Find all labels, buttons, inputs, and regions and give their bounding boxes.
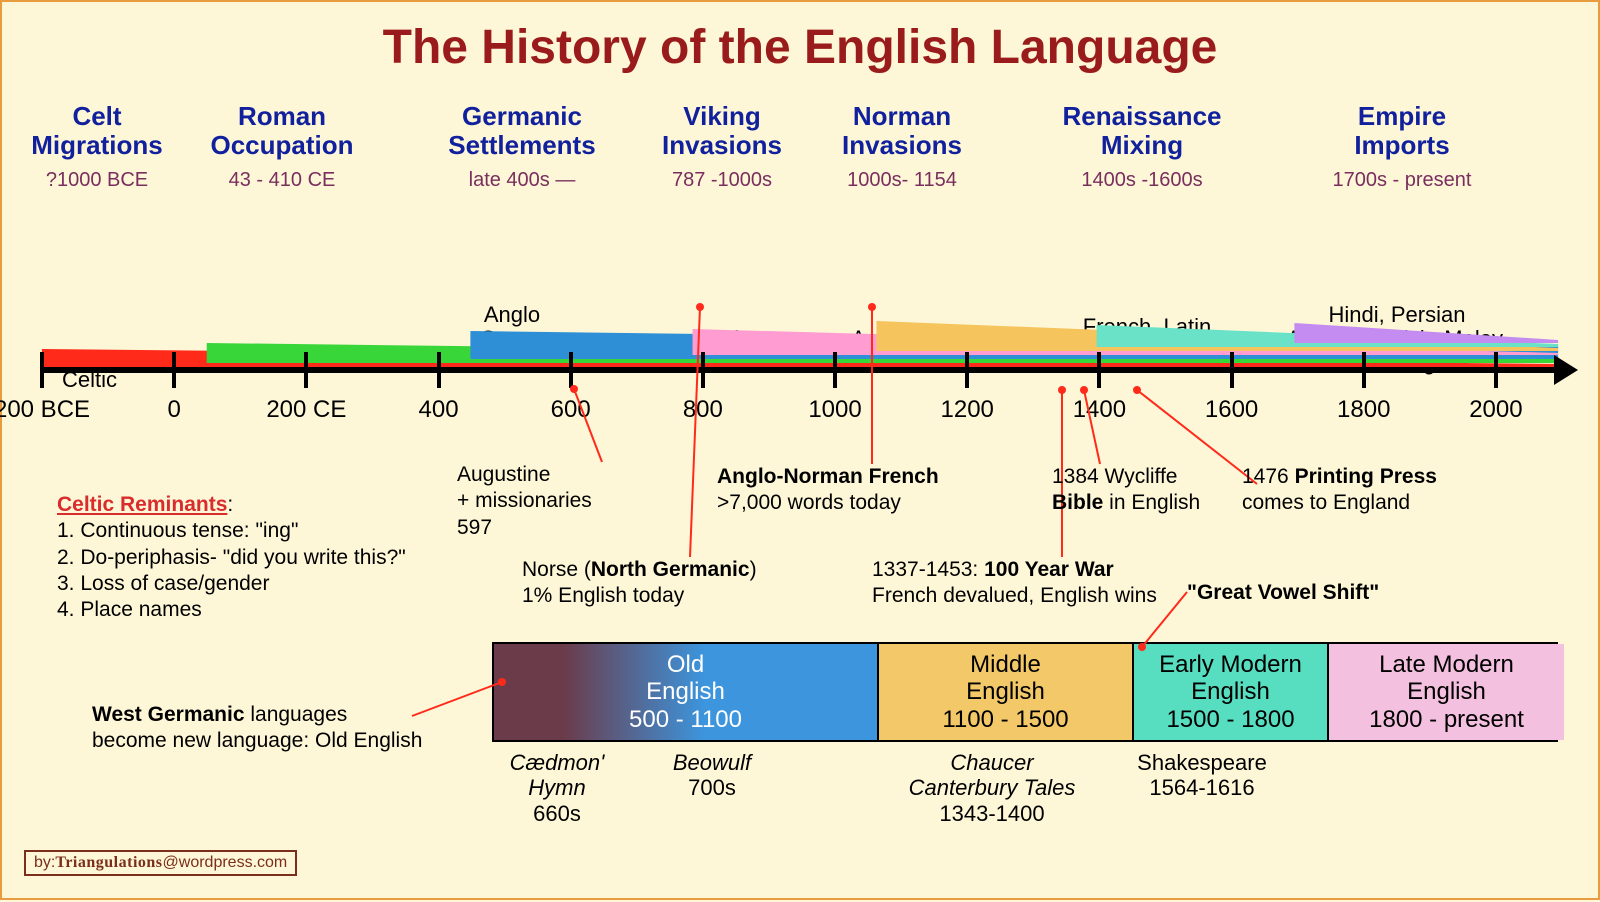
- annotation: West Germanic languagesbecome new langua…: [92, 702, 422, 755]
- annotation: Augustine+ missionaries597: [457, 462, 592, 541]
- tick: [304, 352, 308, 388]
- tick: [833, 352, 837, 388]
- tick: [701, 352, 705, 388]
- tick: [437, 352, 441, 388]
- tick-label: 1000: [808, 396, 861, 424]
- byline-suffix: @wordpress.com: [163, 854, 288, 871]
- annotation: 1476 Printing Presscomes to England: [1242, 464, 1437, 517]
- work: Beowulf700s: [673, 750, 751, 801]
- epoch: EmpireImports1700s - present: [1302, 102, 1502, 192]
- work: Cædmon'Hymn660s: [510, 750, 605, 826]
- tick-label: 800: [683, 396, 723, 424]
- tick-label: 1600: [1205, 396, 1258, 424]
- tick-label: 0: [167, 396, 180, 424]
- period-early modern: Early ModernEnglish1500 - 1800: [1134, 644, 1329, 740]
- celtic-remnants: Celtic Reminants: 1. Continuous tense: "…: [57, 492, 406, 623]
- epoch: VikingInvasions787 -1000s: [622, 102, 822, 192]
- period-middle: MiddleEnglish1100 - 1500: [879, 644, 1134, 740]
- callout-line: [412, 682, 502, 716]
- tick: [965, 352, 969, 388]
- epoch-row: CeltMigrations?1000 BCERomanOccupation43…: [2, 102, 1598, 212]
- annotation: Anglo-Norman French>7,000 words today: [717, 464, 939, 517]
- tick: [1362, 352, 1366, 388]
- tick: [569, 352, 573, 388]
- tick: [40, 352, 44, 388]
- annotation: Norse (North Germanic)1% English today: [522, 557, 757, 610]
- page-title: The History of the English Language: [2, 2, 1598, 75]
- annotation: "Great Vowel Shift": [1187, 580, 1379, 606]
- tick-label: 2000: [1469, 396, 1522, 424]
- tick-label: 400: [418, 396, 458, 424]
- tick-label: 200 CE: [266, 396, 346, 424]
- tick: [1230, 352, 1234, 388]
- epoch: RenaissanceMixing1400s -1600s: [1042, 102, 1242, 192]
- work: ChaucerCanterbury Tales1343-1400: [909, 750, 1076, 826]
- tick: [172, 352, 176, 388]
- tick-label: 1400: [1073, 396, 1126, 424]
- tick-label: 600: [551, 396, 591, 424]
- work: Shakespeare1564-1616: [1137, 750, 1267, 801]
- period-old: OldEnglish500 - 1100: [494, 644, 879, 740]
- epoch: CeltMigrations?1000 BCE: [0, 102, 197, 192]
- annotation: 1384 WycliffeBible in English: [1052, 464, 1200, 517]
- wedge-empire: [1294, 323, 1558, 343]
- period-late modern: Late ModernEnglish1800 - present: [1329, 644, 1564, 740]
- tick: [1097, 352, 1101, 388]
- epoch: RomanOccupation43 - 410 CE: [182, 102, 382, 192]
- celtic-remnants-heading: Celtic Reminants: [57, 493, 227, 516]
- epoch: NormanInvasions1000s- 1154: [802, 102, 1002, 192]
- tick-label: 200 BCE: [0, 396, 90, 424]
- epoch: GermanicSettlementslate 400s —: [422, 102, 622, 192]
- byline: by:Triangulations@wordpress.com: [24, 850, 297, 876]
- tick-label: 1200: [941, 396, 994, 424]
- tick: [1494, 352, 1498, 388]
- byline-prefix: by:: [34, 854, 55, 871]
- period-bar: OldEnglish500 - 1100MiddleEnglish1100 - …: [492, 642, 1558, 742]
- tick-label: 1800: [1337, 396, 1390, 424]
- byline-brand: Triangulations: [55, 854, 162, 871]
- axis-ticks: 200 BCE 0 200 CE 400 600 800 1000 1200 1400 1600 1…: [2, 352, 1598, 432]
- annotation: 1337-1453: 100 Year WarFrench devalued, …: [872, 557, 1157, 610]
